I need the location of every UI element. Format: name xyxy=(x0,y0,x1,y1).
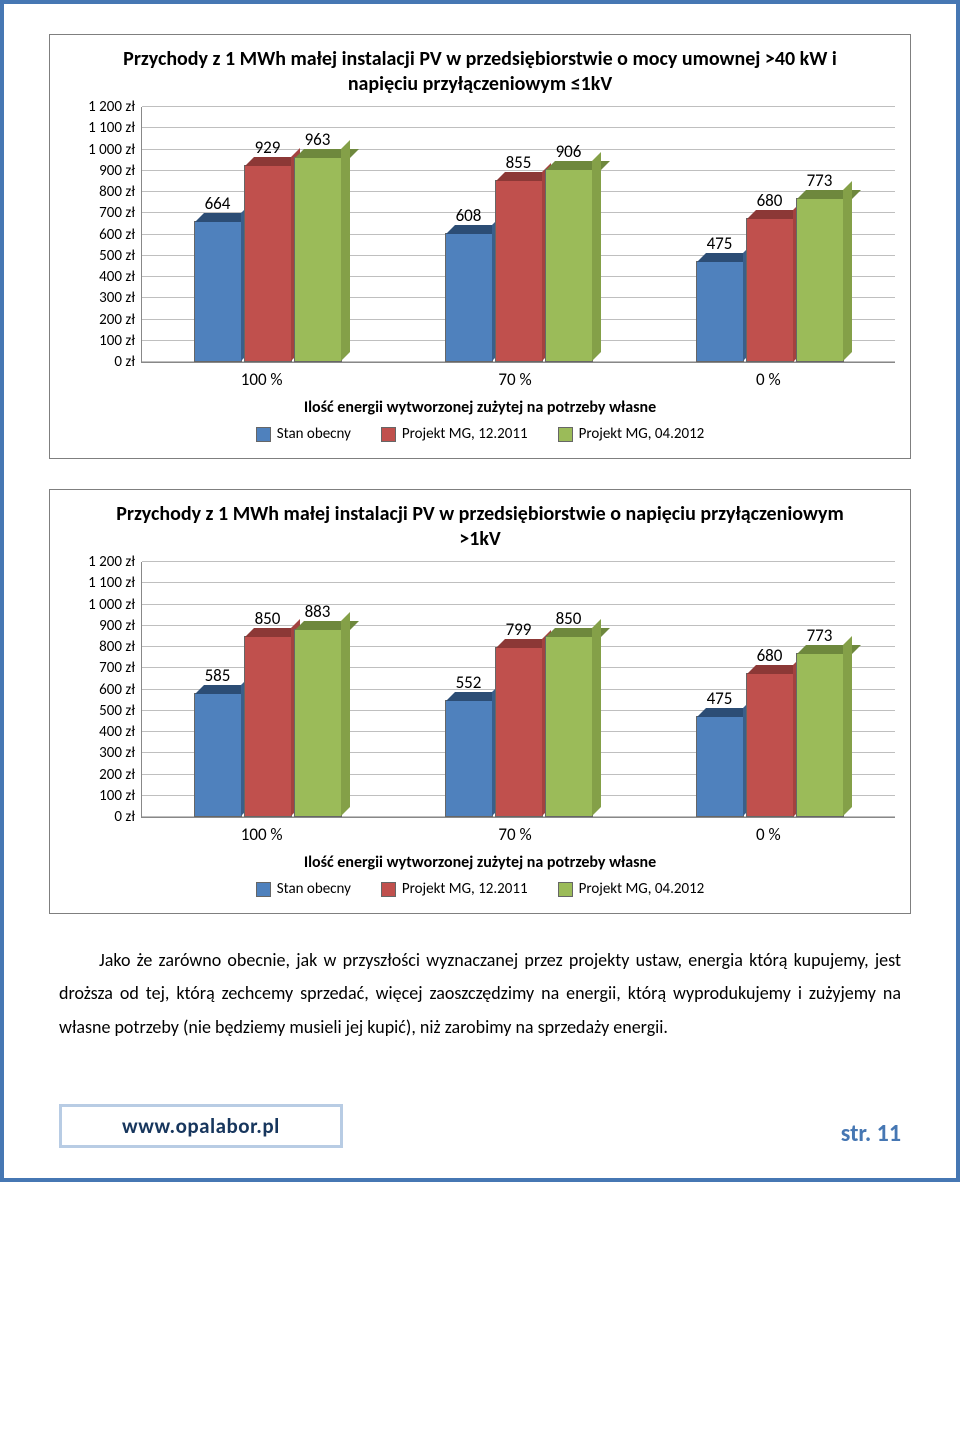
bar-value-label: 850 xyxy=(556,608,582,629)
legend-label: Projekt MG, 04.2012 xyxy=(579,425,705,443)
chart-grid: 585850883552799850475680773 xyxy=(141,562,895,818)
legend-label: Projekt MG, 12.2011 xyxy=(402,425,528,443)
bar-side-face xyxy=(592,152,601,361)
legend-item: Projekt MG, 04.2012 xyxy=(558,880,705,898)
bar: 906 xyxy=(545,169,593,362)
bar: 475 xyxy=(696,261,744,362)
bar-value-label: 929 xyxy=(255,137,281,158)
legend-swatch xyxy=(558,882,573,897)
legend-item: Projekt MG, 12.2011 xyxy=(381,880,528,898)
bar-side-face xyxy=(341,140,350,361)
x-tick: 0 % xyxy=(642,369,895,390)
legend-item: Projekt MG, 12.2011 xyxy=(381,425,528,443)
bar: 680 xyxy=(746,218,794,363)
legend-item: Stan obecny xyxy=(256,880,351,898)
x-tick: 70 % xyxy=(388,369,641,390)
bar-groups: 664929963608855906475680773 xyxy=(142,107,895,362)
page-number: str. 11 xyxy=(841,1119,901,1148)
bar-side-face xyxy=(592,619,601,816)
bar-group: 608855906 xyxy=(445,169,593,362)
bar-value-label: 680 xyxy=(757,645,783,666)
bar: 850 xyxy=(545,636,593,817)
bar-value-label: 475 xyxy=(707,233,733,254)
footer-url-box: www.opalabor.pl xyxy=(59,1104,343,1148)
bar: 585 xyxy=(194,693,242,817)
legend-item: Stan obecny xyxy=(256,425,351,443)
paragraph-text: Jako że zarówno obecnie, jak w przyszłoś… xyxy=(59,949,901,1038)
bar: 883 xyxy=(294,629,342,817)
x-axis: 100 %70 %0 % xyxy=(135,369,895,390)
bar-value-label: 585 xyxy=(205,665,231,686)
bar-value-label: 773 xyxy=(807,170,833,191)
chart-revenue-over-40kw: Przychody z 1 MWh małej instalacji PV w … xyxy=(49,34,911,459)
legend-item: Projekt MG, 04.2012 xyxy=(558,425,705,443)
bar-group: 552799850 xyxy=(445,636,593,817)
legend-label: Projekt MG, 04.2012 xyxy=(579,880,705,898)
bar-group: 475680773 xyxy=(696,653,844,817)
bar-value-label: 680 xyxy=(757,190,783,211)
bar-group: 585850883 xyxy=(194,629,342,817)
bar-group: 475680773 xyxy=(696,198,844,362)
bar-value-label: 552 xyxy=(456,672,482,693)
y-axis: 1 200 zł1 100 zł1 000 zł900 zł800 zł700 … xyxy=(65,562,141,817)
legend: Stan obecny Projekt MG, 12.2011 Projekt MG… xyxy=(65,880,895,898)
x-tick: 100 % xyxy=(135,369,388,390)
chart-grid: 664929963608855906475680773 xyxy=(141,107,895,363)
legend-swatch xyxy=(381,427,396,442)
bar: 680 xyxy=(746,673,794,818)
legend-swatch xyxy=(381,882,396,897)
x-tick: 0 % xyxy=(642,824,895,845)
bar-side-face xyxy=(843,181,852,361)
x-axis-title: Ilość energii wytworzonej zużytej na pot… xyxy=(65,853,895,872)
bar: 963 xyxy=(294,157,342,362)
bar: 855 xyxy=(495,180,543,362)
bar: 773 xyxy=(796,198,844,362)
chart-revenue-over-1kv: Przychody z 1 MWh małej instalacji PV w … xyxy=(49,489,911,914)
bar-value-label: 664 xyxy=(205,193,231,214)
x-axis: 100 %70 %0 % xyxy=(135,824,895,845)
plot-area: 1 200 zł1 100 zł1 000 zł900 zł800 zł700 … xyxy=(65,562,895,818)
legend-swatch xyxy=(558,427,573,442)
bar-value-label: 773 xyxy=(807,625,833,646)
legend-label: Stan obecny xyxy=(277,880,351,898)
legend-swatch xyxy=(256,427,271,442)
bar-groups: 585850883552799850475680773 xyxy=(142,562,895,817)
legend-label: Stan obecny xyxy=(277,425,351,443)
legend-swatch xyxy=(256,882,271,897)
bar-value-label: 906 xyxy=(556,141,582,162)
bar-value-label: 475 xyxy=(707,688,733,709)
chart-title: Przychody z 1 MWh małej instalacji PV w … xyxy=(105,502,855,552)
bar-value-label: 963 xyxy=(305,129,331,150)
y-axis: 1 200 zł1 100 zł1 000 zł900 zł800 zł700 … xyxy=(65,107,141,362)
bar: 850 xyxy=(244,636,292,817)
body-paragraph: Jako że zarówno obecnie, jak w przyszłoś… xyxy=(59,944,901,1044)
x-tick: 70 % xyxy=(388,824,641,845)
bar-group: 664929963 xyxy=(194,157,342,362)
bar-value-label: 608 xyxy=(456,205,482,226)
x-tick: 100 % xyxy=(135,824,388,845)
footer-url: www.opalabor.pl xyxy=(122,1113,280,1139)
legend-label: Projekt MG, 12.2011 xyxy=(402,880,528,898)
bar-side-face xyxy=(341,612,350,816)
bar: 929 xyxy=(244,165,292,362)
document-page: Przychody z 1 MWh małej instalacji PV w … xyxy=(0,0,960,1182)
chart-title: Przychody z 1 MWh małej instalacji PV w … xyxy=(105,47,855,97)
bar-value-label: 799 xyxy=(506,619,532,640)
bar: 773 xyxy=(796,653,844,817)
bar-value-label: 855 xyxy=(506,152,532,173)
legend: Stan obecny Projekt MG, 12.2011 Projekt MG… xyxy=(65,425,895,443)
page-footer: www.opalabor.pl str. 11 xyxy=(59,1104,901,1148)
bar: 799 xyxy=(495,647,543,817)
bar: 608 xyxy=(445,233,493,362)
bar-value-label: 850 xyxy=(255,608,281,629)
x-axis-title: Ilość energii wytworzonej zużytej na pot… xyxy=(65,398,895,417)
bar: 552 xyxy=(445,700,493,817)
bar-side-face xyxy=(843,636,852,816)
bar: 475 xyxy=(696,716,744,817)
plot-area: 1 200 zł1 100 zł1 000 zł900 zł800 zł700 … xyxy=(65,107,895,363)
bar: 664 xyxy=(194,221,242,362)
bar-value-label: 883 xyxy=(305,601,331,622)
